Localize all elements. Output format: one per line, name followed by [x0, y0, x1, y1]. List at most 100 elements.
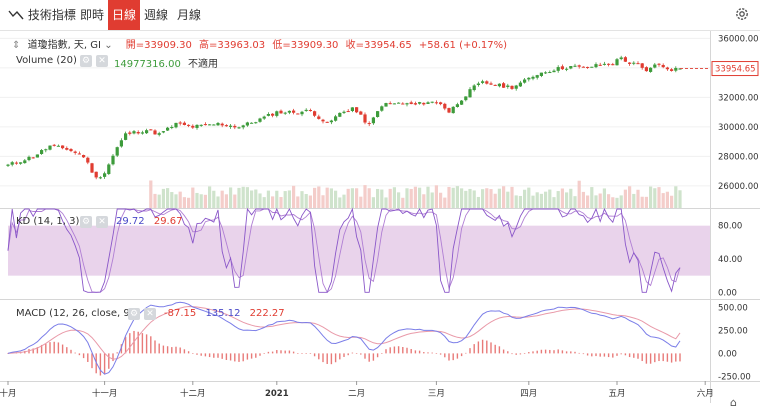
macd-hist-bar	[389, 347, 391, 354]
home-button[interactable]: ⌂	[730, 396, 737, 409]
volume-bar	[321, 195, 325, 208]
macd-signal-line	[7, 305, 681, 360]
volume-settings-button[interactable]: ⚙	[80, 55, 92, 67]
candle-body	[31, 157, 35, 159]
macd-hist-bar	[200, 353, 202, 356]
macd-hist-bar	[469, 348, 471, 354]
candle-body	[103, 173, 107, 177]
volume-bar	[363, 185, 367, 208]
chart-canvas[interactable]: 36000.0034000.0032000.0030000.0028000.00…	[0, 31, 760, 412]
volume-bar	[619, 195, 623, 208]
macd-hist-bar	[7, 353, 9, 354]
kd-close-button[interactable]: ✕	[96, 216, 108, 228]
candle-body	[296, 113, 300, 115]
candle-body	[153, 130, 157, 135]
candle-body	[14, 162, 18, 164]
tab-realtime[interactable]: 即時	[79, 8, 104, 22]
x-tick-label: 四月	[520, 389, 537, 399]
macd-hist-bar	[301, 353, 303, 354]
candle-body	[258, 118, 262, 122]
tab-weekly[interactable]: 週線	[143, 8, 168, 22]
tab-daily[interactable]: 日線	[108, 0, 140, 30]
volume-bar	[224, 194, 228, 208]
macd-hist-bar	[586, 353, 589, 356]
macd-hist-bar	[305, 353, 307, 354]
macd-hist-bar	[532, 351, 534, 354]
collapse-icon[interactable]: ⇕	[12, 40, 21, 51]
settings-button[interactable]	[734, 0, 752, 30]
volume-bar	[586, 195, 590, 208]
volume-bar	[443, 197, 447, 208]
macd-hist-bar	[372, 353, 375, 361]
candle-body	[271, 113, 275, 116]
volume-bar	[653, 188, 657, 208]
kd-tick-label: 40.00	[718, 255, 742, 265]
macd-hist-bar	[57, 342, 60, 354]
kd-settings-button[interactable]: ⚙	[80, 216, 92, 228]
macd-hist-bar	[255, 353, 257, 358]
macd-hist-bar	[368, 353, 370, 362]
macd-line-value: 135.12	[205, 308, 241, 319]
close-value: 收=33954.65	[345, 40, 412, 51]
macd-hist-bar	[288, 350, 291, 354]
macd-hist-bar	[381, 353, 383, 354]
volume-close-button[interactable]: ✕	[96, 55, 108, 67]
volume-bar	[153, 193, 157, 208]
candle-body	[119, 140, 123, 147]
volume-legend: Volume (20)	[16, 55, 77, 66]
volume-bar	[447, 186, 451, 208]
candle-body	[283, 112, 287, 114]
macd-hist-bar	[267, 351, 270, 354]
price-tick-label: 28000.00	[718, 152, 759, 162]
candle-body	[577, 65, 581, 67]
macd-hist-bar	[570, 351, 572, 354]
volume-bar	[569, 188, 573, 208]
candle-body	[586, 66, 590, 68]
candle-body	[628, 62, 632, 64]
volume-bar	[308, 195, 312, 208]
indicators-button[interactable]: 技術指標	[8, 0, 76, 30]
candle-body	[590, 66, 594, 68]
candle-body	[111, 155, 115, 165]
macd-hist-bar	[486, 340, 488, 354]
volume-bar	[628, 186, 632, 208]
macd-hist-bar	[406, 347, 408, 354]
candle-body	[128, 132, 132, 134]
candle-body	[544, 72, 548, 74]
volume-bar	[598, 193, 602, 208]
candle-body	[476, 83, 480, 85]
volume-bar	[581, 191, 585, 208]
candle-body	[157, 133, 161, 135]
candle-body	[506, 85, 510, 87]
candle-body	[422, 102, 426, 105]
volume-bar	[401, 197, 405, 208]
kd-tick-label: 0.00	[718, 288, 737, 298]
candle-body	[413, 103, 417, 105]
macd-hist-bar	[284, 350, 286, 354]
candle-body	[40, 150, 44, 154]
volume-bar	[531, 195, 535, 208]
candle-body	[460, 100, 464, 105]
tab-monthly[interactable]: 月線	[176, 8, 201, 22]
candle-body	[287, 110, 291, 113]
macd-hist-bar	[641, 353, 643, 362]
candle-body	[409, 102, 413, 105]
candle-body	[304, 109, 308, 111]
macd-settings-button[interactable]: ⚙	[128, 308, 140, 320]
volume-bar	[199, 194, 203, 208]
volume-bar	[636, 189, 640, 208]
volume-bar	[355, 188, 359, 208]
candle-body	[86, 157, 90, 163]
macd-close-button[interactable]: ✕	[144, 308, 156, 320]
macd-hist-bar	[61, 344, 64, 354]
macd-hist-bar	[129, 333, 131, 354]
volume-bar	[182, 197, 186, 208]
macd-hist-bar	[171, 347, 173, 354]
volume-bar	[489, 189, 493, 208]
macd-hist-bar	[145, 334, 148, 354]
chevron-down-icon[interactable]: ⌄	[104, 40, 113, 51]
symbol-label[interactable]: 道瓊指數, 天, GI	[27, 40, 101, 51]
macd-hist-bar	[603, 353, 606, 357]
kd-tick-label: 80.00	[718, 222, 742, 232]
volume-bar	[392, 187, 396, 208]
